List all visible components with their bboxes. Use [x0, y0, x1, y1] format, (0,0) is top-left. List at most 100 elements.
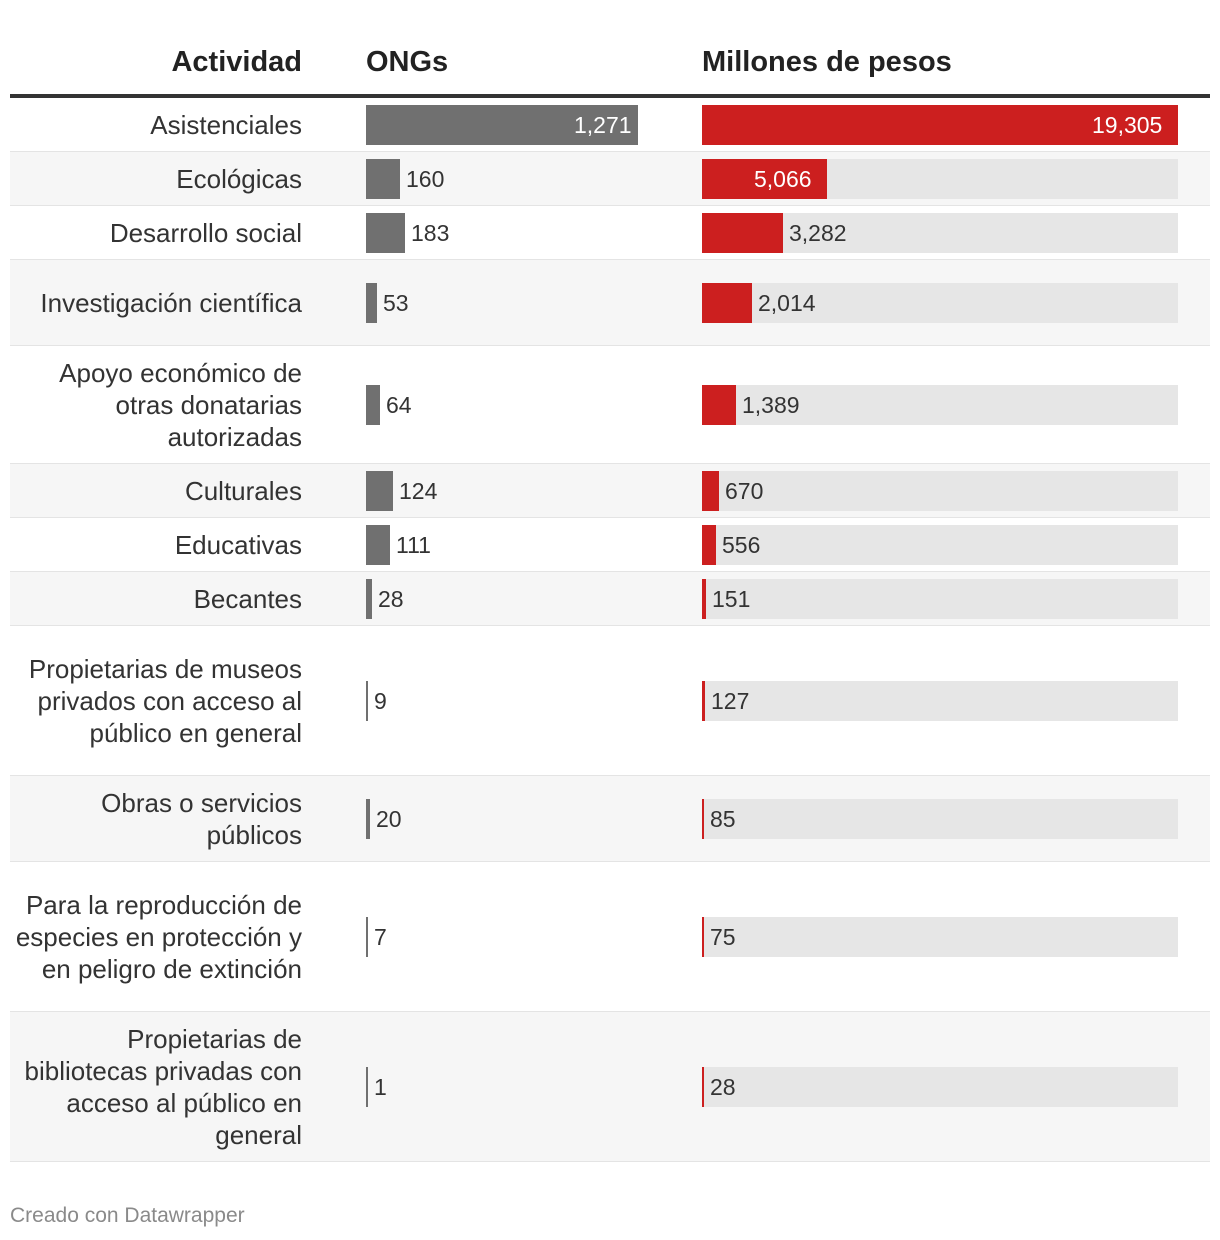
millones-bar — [702, 524, 716, 565]
ongs-cell: 111 — [366, 518, 666, 571]
ongs-track: 111 — [366, 524, 666, 565]
ongs-track: 53 — [366, 282, 666, 323]
millones-bar — [702, 1066, 704, 1107]
table-row: Investigación científica 53 2,014 — [10, 260, 1210, 346]
header-actividad: Actividad — [171, 46, 302, 78]
millones-value-label: 556 — [722, 531, 761, 558]
ongs-cell: 9 — [366, 626, 666, 775]
ongs-bar — [366, 680, 368, 721]
millones-value-label: 151 — [712, 585, 751, 612]
row-label: Desarrollo social — [109, 217, 302, 248]
row-label: Becantes — [193, 583, 302, 614]
millones-cell: 5,066 — [702, 152, 1178, 205]
table-row: Para la reproducción de especies en prot… — [10, 862, 1210, 1012]
bar-table: Actividad ONGs Millones de pesos Asisten… — [10, 0, 1210, 1162]
ongs-track: 7 — [366, 916, 666, 957]
millones-track: 1,389 — [702, 384, 1178, 425]
ongs-value-label: 1 — [374, 1073, 387, 1100]
ongs-value-label: 160 — [406, 165, 445, 192]
millones-value-label: 3,282 — [789, 219, 847, 246]
ongs-cell: 124 — [366, 464, 666, 517]
ongs-bar — [366, 384, 380, 425]
table-row: Apoyo económico de otras donatarias auto… — [10, 346, 1210, 464]
row-label: Culturales — [184, 475, 302, 506]
row-label: Investigación científica — [40, 287, 302, 318]
millones-bar — [702, 578, 706, 619]
millones-value-label: 1,389 — [742, 391, 800, 418]
table-row: Educativas 111 556 — [10, 518, 1210, 572]
table-row: Becantes 28 151 — [10, 572, 1210, 626]
ongs-value-label: 53 — [383, 289, 409, 316]
row-label: Asistenciales — [150, 109, 302, 140]
millones-track: 85 — [702, 798, 1178, 839]
ongs-cell: 1 — [366, 1012, 666, 1161]
ongs-value-label: 7 — [374, 923, 387, 950]
table-row: Propietarias de museos privados con acce… — [10, 626, 1210, 776]
footer-credit: Creado con Datawrapper — [10, 1204, 245, 1227]
millones-track: 19,305 — [702, 104, 1178, 145]
ongs-track: 160 — [366, 158, 666, 199]
millones-track: 5,066 — [702, 158, 1178, 199]
ongs-cell: 183 — [366, 206, 666, 259]
ongs-bar — [366, 1066, 368, 1107]
ongs-bar — [366, 212, 405, 253]
ongs-cell: 53 — [366, 260, 666, 345]
ongs-value-label: 111 — [396, 531, 431, 558]
row-label: Obras o servicios públicos — [101, 787, 302, 850]
millones-cell: 556 — [702, 518, 1178, 571]
ongs-bar — [366, 916, 368, 957]
millones-track: 75 — [702, 916, 1178, 957]
ongs-value-label: 9 — [374, 687, 387, 714]
millones-cell: 2,014 — [702, 260, 1178, 345]
table-header: Actividad ONGs Millones de pesos — [10, 0, 1210, 98]
ongs-cell: 1,271 — [366, 98, 666, 151]
table-row: Asistenciales 1,271 19,305 — [10, 98, 1210, 152]
ongs-cell: 160 — [366, 152, 666, 205]
millones-bar — [702, 798, 704, 839]
millones-bar — [702, 680, 705, 721]
table-row: Obras o servicios públicos 20 85 — [10, 776, 1210, 862]
millones-cell: 670 — [702, 464, 1178, 517]
millones-bar — [702, 158, 827, 199]
millones-bar — [702, 212, 783, 253]
millones-bar — [702, 384, 736, 425]
millones-value-label: 85 — [710, 805, 736, 832]
ongs-track: 9 — [366, 680, 666, 721]
millones-cell: 151 — [702, 572, 1178, 625]
millones-bar — [702, 282, 752, 323]
millones-track: 670 — [702, 470, 1178, 511]
table-row: Desarrollo social 183 3,282 — [10, 206, 1210, 260]
millones-bar — [702, 916, 704, 957]
row-label: Ecológicas — [176, 163, 302, 194]
millones-value-label: 127 — [711, 687, 750, 714]
ongs-track: 28 — [366, 578, 666, 619]
ongs-track: 1 — [366, 1066, 666, 1107]
millones-value-label: 670 — [725, 477, 764, 504]
ongs-track: 64 — [366, 384, 666, 425]
ongs-cell: 7 — [366, 862, 666, 1011]
row-label: Propietarias de bibliotecas privadas con… — [24, 1023, 303, 1150]
ongs-value-label: 28 — [378, 585, 404, 612]
ongs-bar — [366, 578, 372, 619]
ongs-bar — [366, 104, 638, 145]
header-ongs: ONGs — [366, 46, 449, 78]
row-label: Propietarias de museos privados con acce… — [28, 653, 302, 748]
table-row: Culturales 124 670 — [10, 464, 1210, 518]
millones-track: 151 — [702, 578, 1178, 619]
table-row: Ecológicas 160 5,066 — [10, 152, 1210, 206]
millones-track: 2,014 — [702, 282, 1178, 323]
ongs-bar — [366, 282, 377, 323]
millones-cell: 1,389 — [702, 346, 1178, 463]
millones-value-label: 75 — [710, 923, 736, 950]
row-label: Para la reproducción de especies en prot… — [15, 889, 302, 984]
ongs-bar — [366, 470, 393, 511]
header-millones: Millones de pesos — [702, 46, 952, 78]
millones-track: 127 — [702, 680, 1178, 721]
millones-cell: 75 — [702, 862, 1178, 1011]
millones-cell: 28 — [702, 1012, 1178, 1161]
millones-value-label: 19,305 — [1092, 111, 1163, 138]
ongs-bar — [366, 798, 370, 839]
millones-value-label: 5,066 — [754, 165, 812, 192]
millones-cell: 3,282 — [702, 206, 1178, 259]
millones-bar — [702, 470, 719, 511]
